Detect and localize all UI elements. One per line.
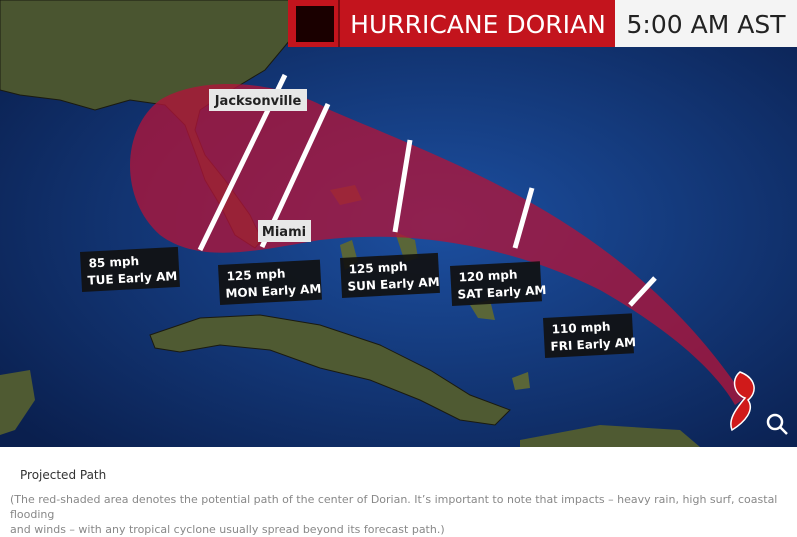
city-box bbox=[209, 89, 307, 111]
divider bbox=[628, 276, 657, 307]
land-hispaniola bbox=[520, 425, 700, 447]
time: TUE Early AM bbox=[87, 269, 177, 288]
city-box bbox=[258, 220, 311, 242]
label-box bbox=[543, 313, 634, 358]
divider bbox=[512, 187, 535, 249]
forecast-cone bbox=[130, 83, 745, 406]
caption-line: (The red-shaded area denotes the potenti… bbox=[10, 493, 778, 521]
label-box bbox=[218, 259, 322, 305]
divider bbox=[392, 139, 413, 233]
caption-text: (The red-shaded area denotes the potenti… bbox=[10, 492, 795, 537]
time: FRI Early AM bbox=[550, 335, 636, 353]
speed: 110 mph bbox=[551, 319, 611, 336]
label-box bbox=[340, 252, 440, 298]
header-bar bbox=[288, 0, 615, 47]
speed: 120 mph bbox=[458, 267, 518, 284]
city-label: Miami bbox=[262, 225, 306, 240]
speed: 125 mph bbox=[226, 266, 286, 283]
header-square bbox=[296, 6, 334, 42]
header-sep bbox=[338, 0, 340, 47]
city-label: Jacksonville bbox=[214, 94, 302, 109]
label-box bbox=[450, 261, 542, 306]
land-mexico bbox=[0, 370, 35, 435]
storm-icon bbox=[730, 371, 755, 432]
label-box bbox=[80, 246, 180, 292]
speed: 125 mph bbox=[348, 259, 408, 276]
zoom-icon[interactable] bbox=[766, 413, 788, 435]
time: SUN Early AM bbox=[347, 275, 440, 294]
time: MON Early AM bbox=[225, 282, 322, 301]
time-box bbox=[615, 0, 797, 47]
speed: 85 mph bbox=[88, 254, 139, 271]
land-cuba bbox=[149, 314, 511, 426]
header-time: 5:00 AM AST bbox=[627, 10, 787, 39]
caption-title: Projected Path bbox=[20, 468, 107, 482]
header-title: HURRICANE DORIAN bbox=[350, 10, 606, 39]
time: SAT Early AM bbox=[457, 283, 547, 302]
